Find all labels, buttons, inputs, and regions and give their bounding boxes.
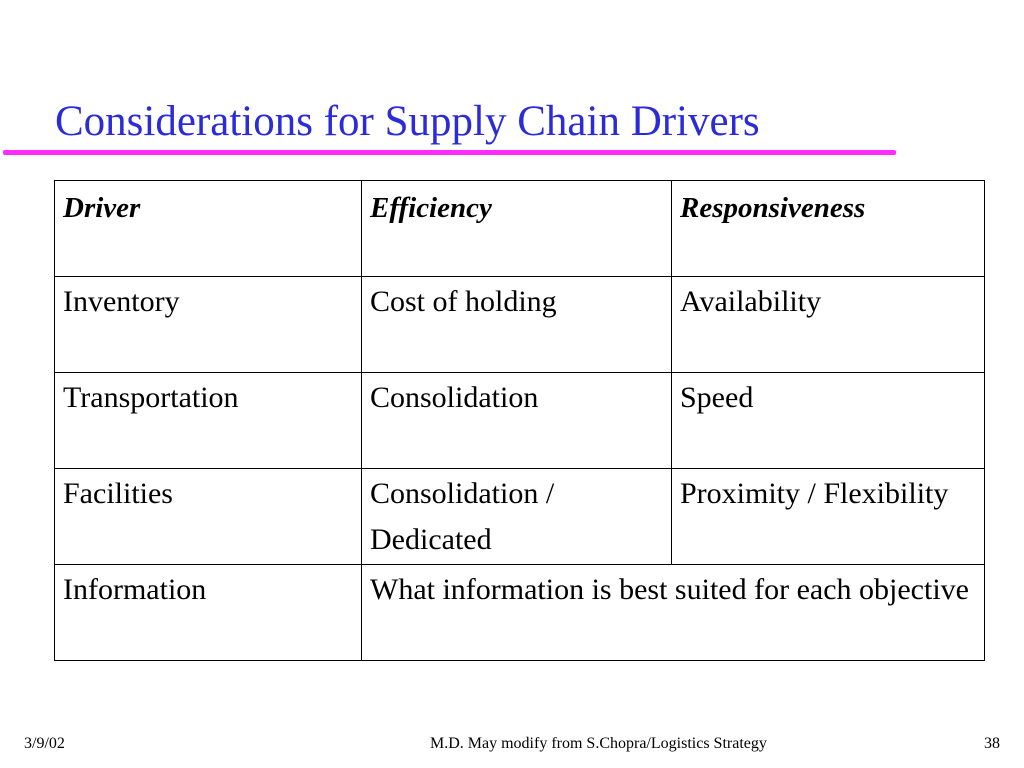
table-header-row: Driver Efficiency Responsiveness bbox=[54, 180, 985, 277]
page-number: 38 bbox=[984, 735, 1000, 752]
table-row: Transportation Consolidation Speed bbox=[54, 372, 985, 469]
responsiveness-cell: Proximity / Flexibility bbox=[671, 468, 985, 565]
header-efficiency: Efficiency bbox=[361, 180, 672, 277]
efficiency-cell: Consolidation bbox=[361, 372, 672, 469]
responsiveness-cell: Speed bbox=[671, 372, 985, 469]
merged-cell: What information is best suited for each… bbox=[361, 564, 985, 661]
table-row: Information What information is best sui… bbox=[54, 564, 985, 661]
driver-cell: Transportation bbox=[54, 372, 362, 469]
drivers-table: Driver Efficiency Responsiveness Invento… bbox=[54, 180, 985, 661]
header-responsiveness: Responsiveness bbox=[671, 180, 985, 277]
table-row: Facilities Consolidation / Dedicated Pro… bbox=[54, 468, 985, 565]
footer-source: M.D. May modify from S.Chopra/Logistics … bbox=[430, 735, 767, 752]
footer-date: 3/9/02 bbox=[24, 735, 65, 752]
responsiveness-cell: Availability bbox=[671, 276, 985, 373]
efficiency-cell: Cost of holding bbox=[361, 276, 672, 373]
efficiency-cell: Consolidation / Dedicated bbox=[361, 468, 672, 565]
header-driver: Driver bbox=[54, 180, 362, 277]
slide-title: Considerations for Supply Chain Drivers bbox=[55, 98, 760, 145]
title-underline bbox=[3, 150, 896, 155]
driver-cell: Inventory bbox=[54, 276, 362, 373]
table-row: Inventory Cost of holding Availability bbox=[54, 276, 985, 373]
driver-cell: Information bbox=[54, 564, 362, 661]
driver-cell: Facilities bbox=[54, 468, 362, 565]
